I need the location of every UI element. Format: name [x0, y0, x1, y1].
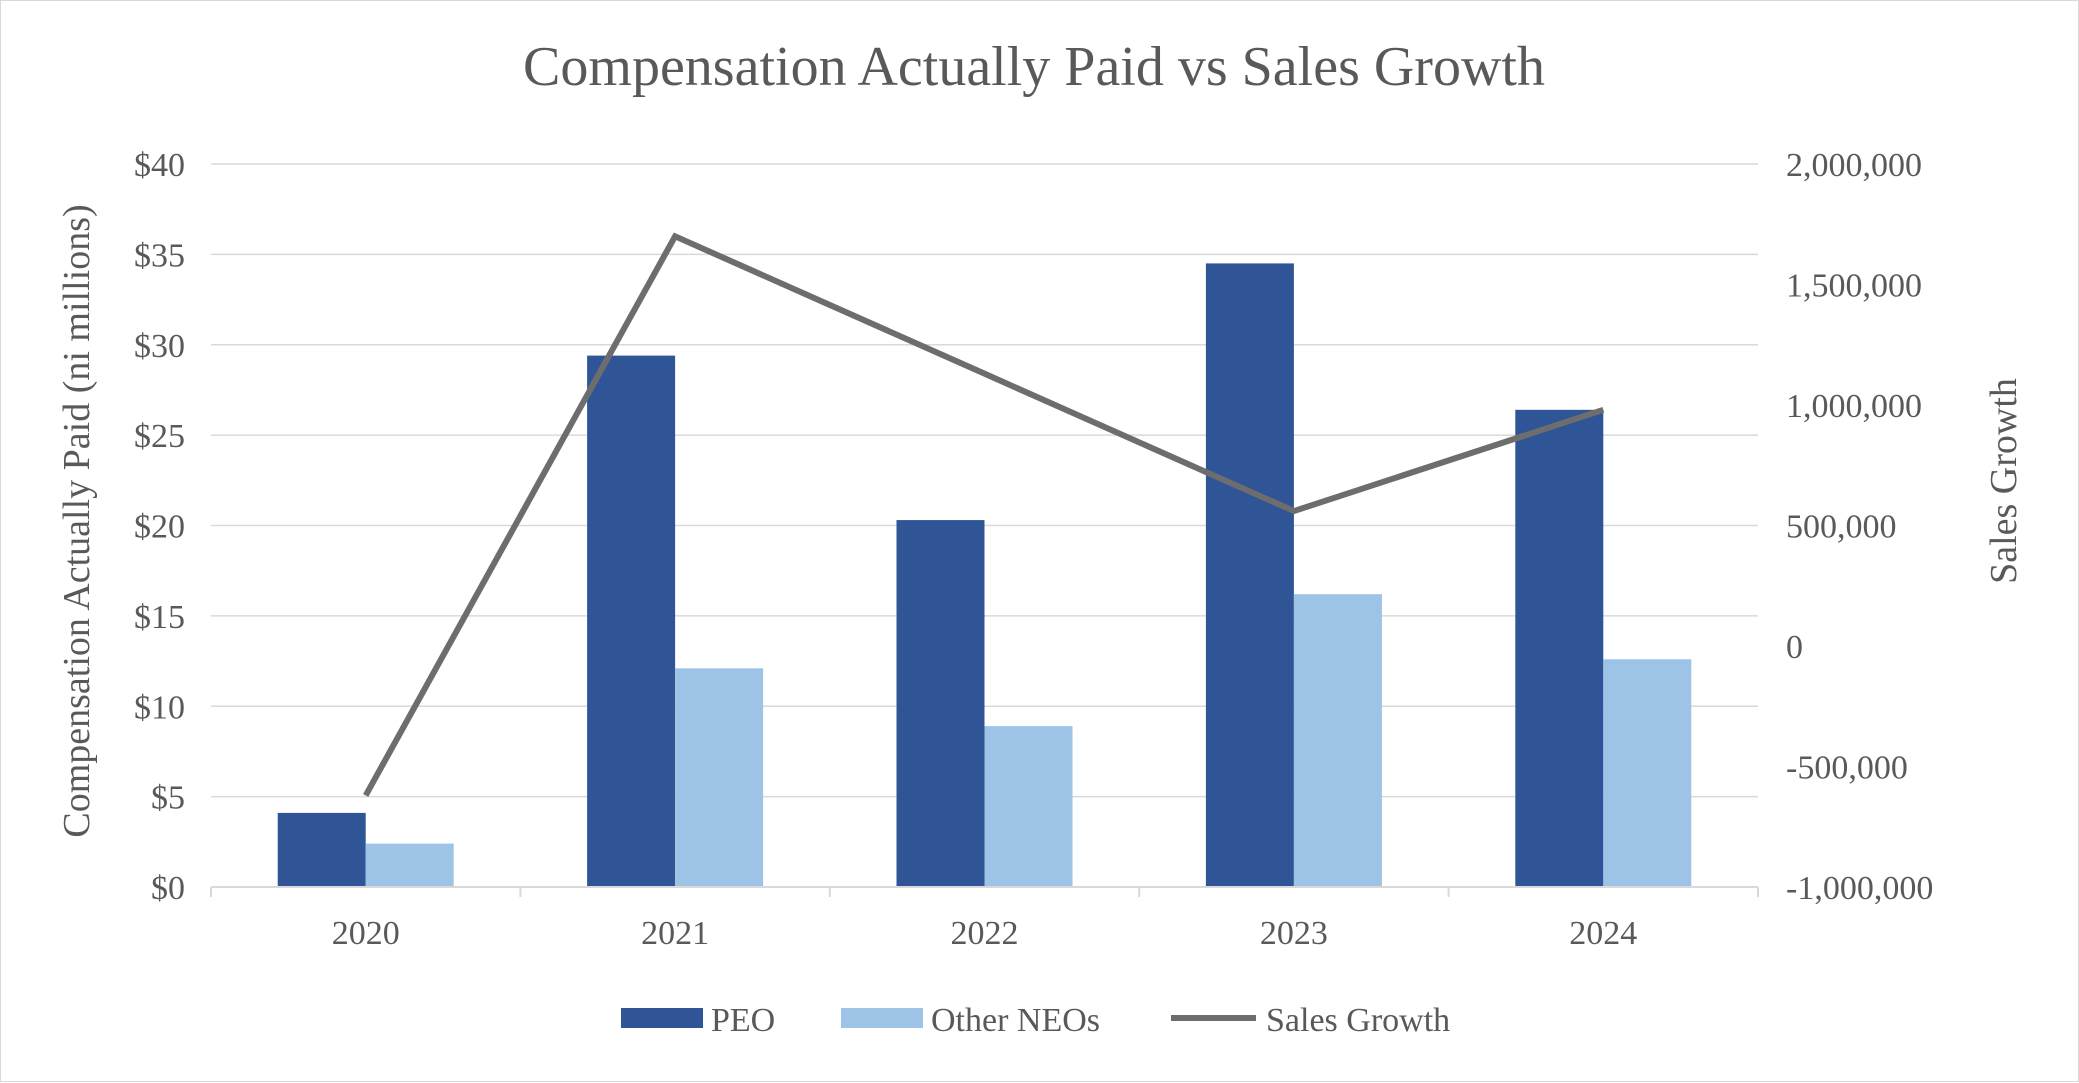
y-tick-label-left: $10: [134, 689, 185, 726]
bar-other-neos: [675, 668, 763, 887]
legend-swatch-other-neos: [841, 1008, 923, 1028]
chart-title: Compensation Actually Paid vs Sales Grow…: [523, 36, 1545, 98]
x-tick-label: 2021: [641, 915, 709, 952]
y-axis-title-right: Sales Growth: [1983, 378, 2025, 584]
y-tick-label-right: -500,000: [1786, 750, 1908, 787]
y-tick-label-right: 500,000: [1786, 509, 1897, 546]
x-tick-label: 2024: [1569, 915, 1637, 952]
y-tick-label-right: 2,000,000: [1786, 147, 1922, 184]
line-sales-growth: [366, 236, 1604, 795]
x-tick-label: 2023: [1260, 915, 1328, 952]
bar-peo: [897, 520, 985, 887]
bar-peo: [278, 813, 366, 887]
bar-other-neos: [1603, 659, 1691, 887]
y-tick-label-left: $25: [134, 418, 185, 455]
y-tick-label-left: $15: [134, 599, 185, 636]
bar-peo: [1515, 410, 1603, 887]
y-tick-label-right: 1,500,000: [1786, 268, 1922, 305]
x-tick-label: 2020: [332, 915, 400, 952]
y-tick-label-left: $5: [151, 780, 185, 817]
bar-other-neos: [366, 844, 454, 887]
legend-label-peo: PEO: [711, 1002, 775, 1039]
legend: PEO Other NEOs Sales Growth: [621, 1002, 1450, 1039]
y-tick-label-left: $0: [151, 870, 185, 907]
y-tick-label-left: $20: [134, 509, 185, 546]
bar-peo: [1206, 263, 1294, 887]
y-tick-label-right: 0: [1786, 629, 1803, 666]
legend-label-sales-growth: Sales Growth: [1266, 1002, 1450, 1039]
y-tick-label-left: $40: [134, 147, 185, 184]
legend-swatch-peo: [621, 1008, 703, 1028]
x-tick-label: 2022: [951, 915, 1019, 952]
y-tick-label-left: $35: [134, 237, 185, 274]
bar-peo: [587, 356, 675, 887]
bar-other-neos: [1294, 594, 1382, 887]
y-tick-label-right: 1,000,000: [1786, 388, 1922, 425]
y-tick-label-left: $30: [134, 328, 185, 365]
bar-other-neos: [985, 726, 1073, 887]
y-axis-title-left: Compensation Actually Paid (ni millions): [56, 204, 98, 837]
y-tick-label-right: -1,000,000: [1786, 870, 1933, 907]
legend-label-other-neos: Other NEOs: [931, 1002, 1100, 1039]
